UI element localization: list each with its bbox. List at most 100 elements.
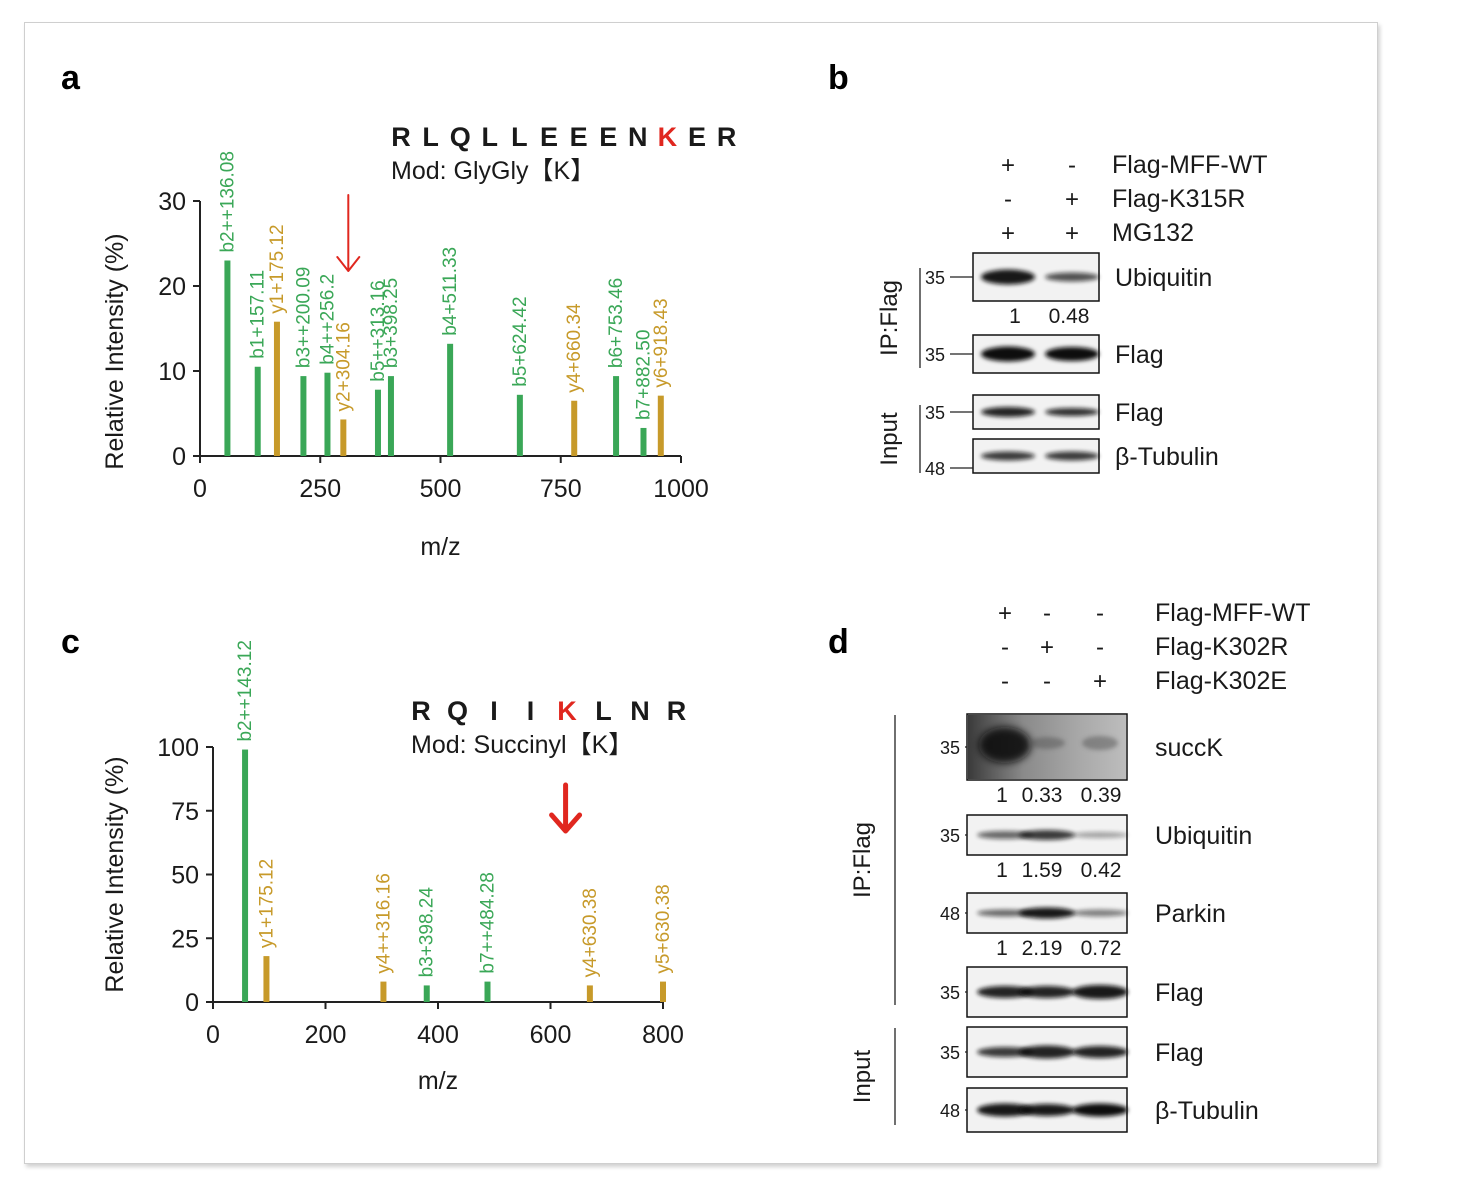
protein-band (1045, 451, 1099, 461)
quantification-value: 0.33 (1022, 784, 1063, 807)
blot-label: β-Tubulin (1155, 1097, 1259, 1125)
sequence-residue: R (391, 122, 411, 152)
quantification-value: 1 (996, 784, 1008, 807)
y-tick-label: 20 (158, 273, 186, 301)
protein-band (977, 1103, 1033, 1117)
group-label-input: Input (876, 412, 903, 466)
modification-a: Mod: GlyGly【K】 (391, 157, 595, 185)
sequence-residue: N (628, 122, 648, 152)
peak-label: b3+398.24 (417, 887, 438, 978)
peak-bar (224, 260, 231, 456)
mw-marker: 35 (940, 1043, 960, 1063)
x-tick-label: 0 (206, 1021, 220, 1049)
x-tick-label: 800 (642, 1021, 684, 1049)
peak-bar (340, 419, 347, 456)
quantification-value: 1 (996, 937, 1008, 960)
peak-bar (273, 321, 280, 456)
spectrum-chart-c: 0 25 50 75 100 0 200 400 600 800 m/z Relative Inten… (101, 640, 684, 1095)
blot-label: Flag (1115, 341, 1164, 369)
quantification-value: 0.39 (1081, 784, 1122, 807)
sequence-residue: L (595, 696, 612, 726)
blot-label: Ubiquitin (1115, 264, 1212, 292)
x-tick-label: 250 (299, 475, 341, 503)
protein-band (977, 1047, 1033, 1057)
blot-label: succK (1155, 734, 1223, 762)
protein-band (977, 986, 1033, 998)
condition-sign: + (1040, 634, 1054, 661)
peak-bar (447, 343, 454, 456)
sequence-residue: Q (447, 696, 468, 726)
condition-label: Flag-MFF-WT (1155, 599, 1311, 627)
sequence-residue: E (599, 122, 617, 152)
condition-label: MG132 (1112, 219, 1194, 247)
condition-sign: - (1096, 600, 1104, 627)
protein-band (981, 451, 1035, 461)
protein-band (1045, 347, 1099, 361)
peak-label: y4+630.38 (580, 888, 601, 977)
condition-label: Flag-K315R (1112, 185, 1245, 213)
mw-marker: 35 (940, 983, 960, 1003)
mw-marker: 35 (940, 826, 960, 846)
panel-label-d: d (828, 623, 849, 661)
panel-label-a: a (61, 59, 81, 97)
y-axis-title: Relative Intensity (%) (101, 756, 129, 992)
x-tick-label: 600 (530, 1021, 572, 1049)
sequence-residue: L (511, 122, 528, 152)
condition-sign: - (1043, 600, 1051, 627)
sequence-residue: R (411, 696, 431, 726)
condition-sign: + (998, 600, 1012, 627)
mw-marker: 48 (940, 1101, 960, 1121)
peak-bar (324, 372, 331, 456)
sequence-residue: K (658, 122, 678, 152)
panel-label-b: b (828, 59, 849, 97)
condition-sign: + (1001, 152, 1015, 179)
modified-site-arrow (549, 782, 583, 834)
condition-label: Flag-K302R (1155, 633, 1288, 661)
blot-label: Flag (1155, 979, 1204, 1007)
peak-label: y1+175.12 (267, 224, 288, 313)
peak-bar (613, 376, 620, 456)
quantification-value: 2.19 (1022, 937, 1063, 960)
protein-band (1029, 737, 1065, 749)
protein-band (1045, 272, 1099, 282)
peak-bar (571, 400, 578, 456)
condition-sign: + (1065, 186, 1079, 213)
condition-sign: - (1043, 668, 1051, 695)
protein-band (1072, 909, 1128, 917)
y-tick-label: 10 (158, 358, 186, 386)
blot-label: Parkin (1155, 900, 1226, 928)
sequence-residue: R (717, 122, 737, 152)
quantification-value: 0.42 (1081, 859, 1122, 882)
x-tick-label: 500 (420, 475, 462, 503)
y-tick-label: 30 (158, 188, 186, 216)
blot-label: Flag (1115, 399, 1164, 427)
peak-bar (423, 985, 430, 1002)
peak-label: b2++136.08 (217, 151, 238, 252)
peak-label: b5++313.16 (368, 280, 389, 381)
peak-label: b3+398.25 (381, 278, 402, 368)
peak-label: b7++484.28 (478, 872, 499, 973)
sequence-residue: E (570, 122, 588, 152)
x-tick-label: 200 (305, 1021, 347, 1049)
protein-band (1019, 1045, 1075, 1059)
modified-site-arrow (336, 194, 361, 272)
peak-bar (640, 427, 647, 456)
protein-band (1072, 1046, 1128, 1058)
peak-bar (374, 389, 381, 456)
sequence-residue: E (540, 122, 558, 152)
quantification-value: 0.48 (1049, 305, 1090, 328)
group-label-ip: IP:Flag (876, 280, 903, 356)
peak-bar (657, 395, 664, 456)
condition-sign: - (1001, 668, 1009, 695)
protein-band (981, 407, 1035, 417)
peak-bar (516, 394, 523, 456)
condition-sign: - (1001, 634, 1009, 661)
sequence-residue: Q (450, 122, 471, 152)
y-tick-label: 100 (157, 734, 199, 762)
protein-band (1072, 985, 1128, 999)
sequence-residue: I (490, 696, 498, 726)
quantification-value: 0.72 (1081, 937, 1122, 960)
peak-bar (300, 376, 307, 456)
